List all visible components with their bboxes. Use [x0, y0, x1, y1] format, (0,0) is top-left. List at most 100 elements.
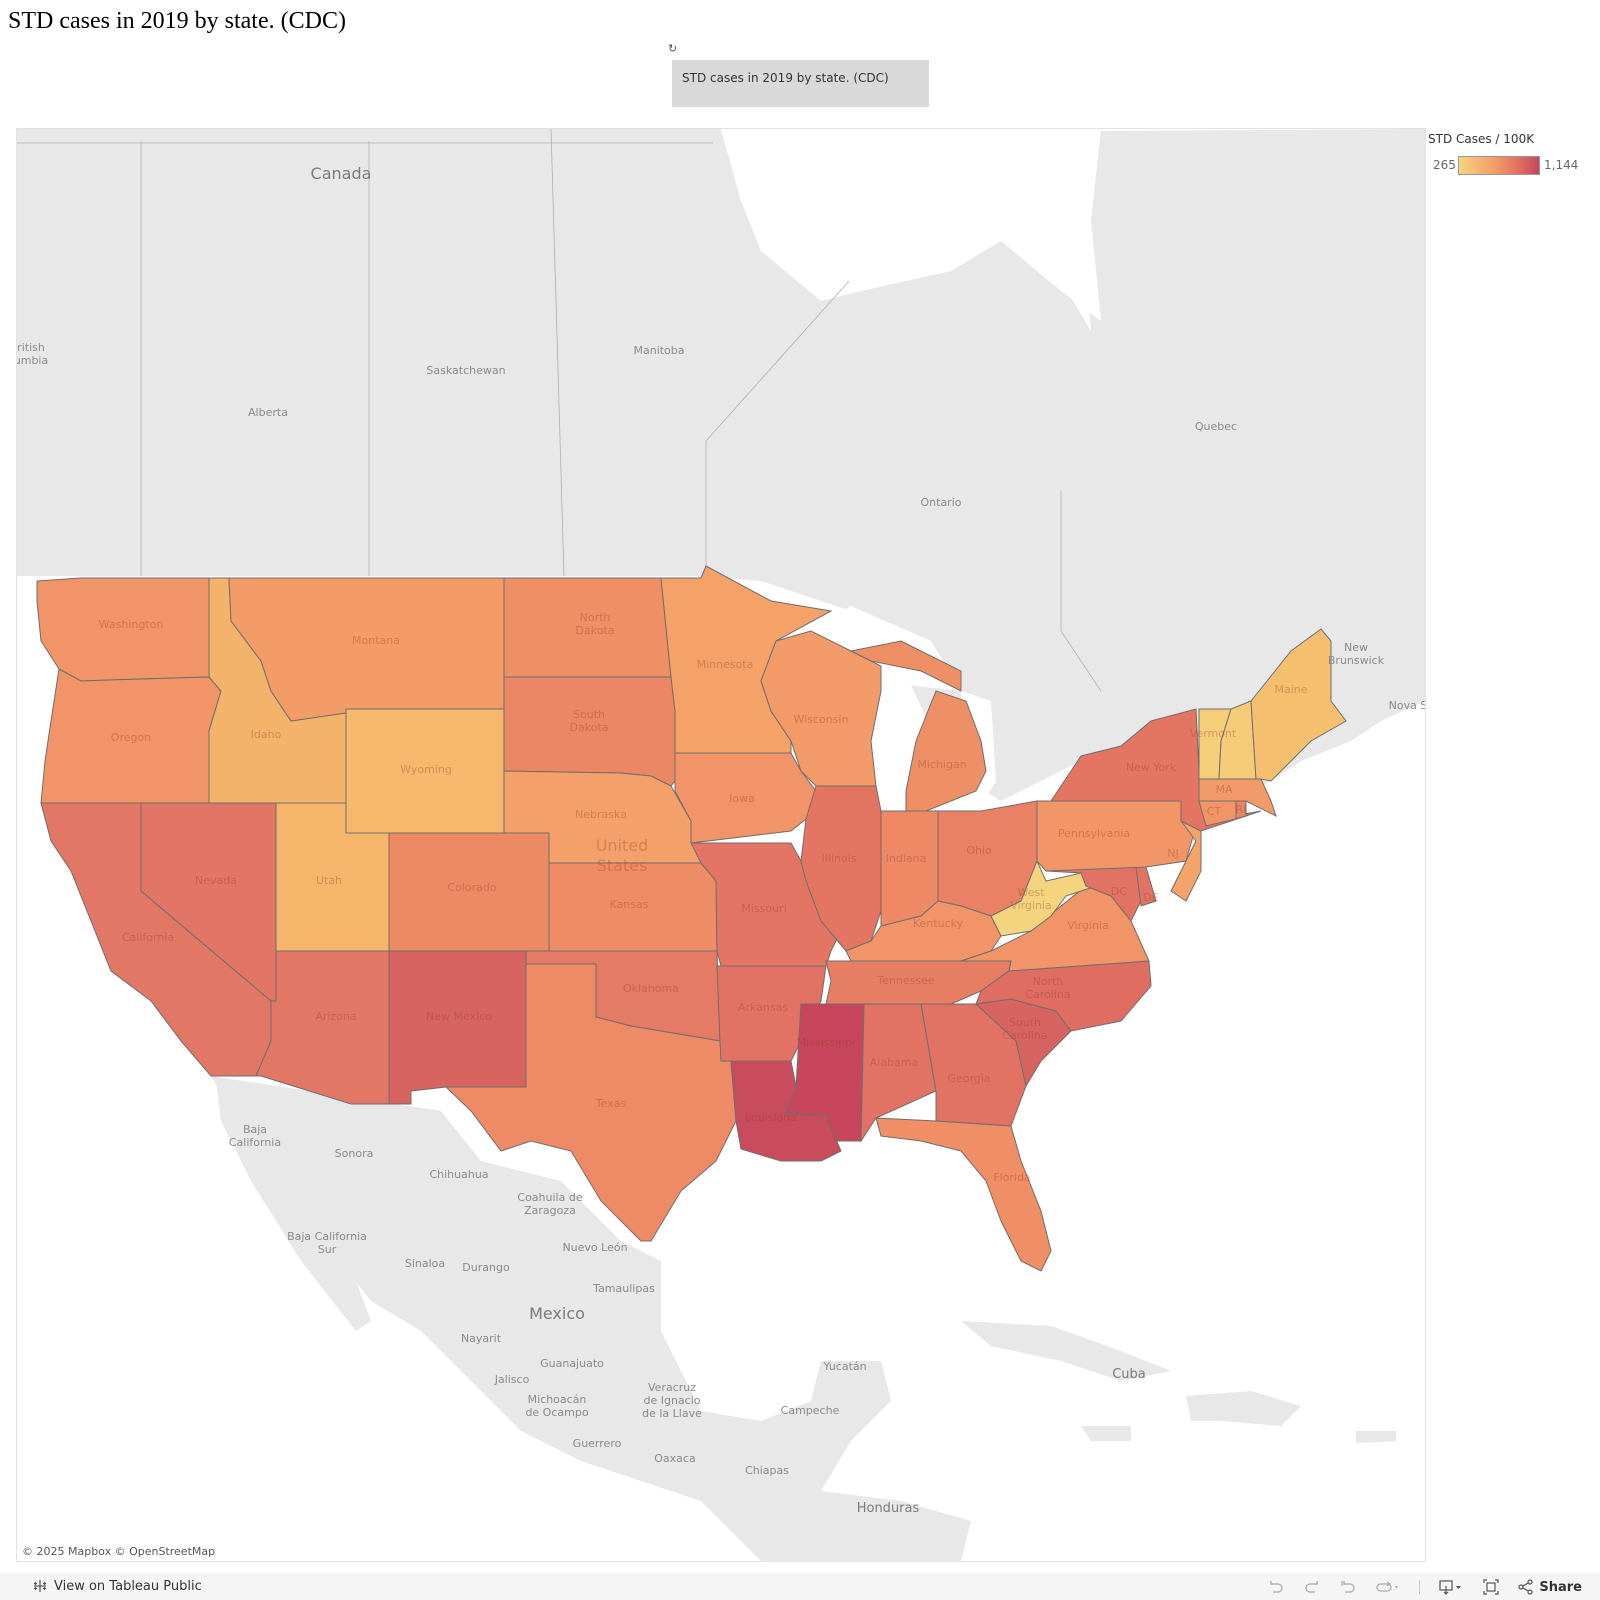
svg-text:West: West	[1017, 886, 1045, 899]
state-alabama[interactable]	[860, 1003, 937, 1143]
svg-text:Oaxaca: Oaxaca	[654, 1452, 695, 1465]
state-louisiana[interactable]	[730, 1060, 842, 1162]
svg-text:Yucatán: Yucatán	[822, 1360, 866, 1373]
state-michigan[interactable]	[849, 640, 987, 812]
tooltip-text: STD cases in 2019 by state. (CDC)	[682, 71, 889, 85]
title-tooltip: STD cases in 2019 by state. (CDC)	[672, 60, 929, 107]
svg-text:Nuevo León: Nuevo León	[562, 1241, 627, 1254]
svg-text:Campeche: Campeche	[781, 1404, 840, 1417]
state-iowa[interactable]	[674, 752, 817, 844]
svg-text:Michigan: Michigan	[917, 758, 966, 771]
state-new-mexico[interactable]	[388, 950, 527, 1105]
svg-text:New York: New York	[1126, 761, 1177, 774]
svg-text:Canada: Canada	[311, 164, 372, 183]
svg-text:Utah: Utah	[316, 874, 342, 887]
svg-text:Jalisco: Jalisco	[494, 1373, 530, 1386]
us-states[interactable]	[36, 565, 1347, 1272]
svg-text:de Ignacio: de Ignacio	[643, 1394, 700, 1407]
svg-text:DE: DE	[1143, 891, 1158, 904]
svg-text:CT: CT	[1207, 805, 1222, 818]
svg-text:Michoacán: Michoacán	[528, 1393, 587, 1406]
svg-text:Nebraska: Nebraska	[575, 808, 627, 821]
svg-text:South: South	[573, 708, 605, 721]
svg-text:Wyoming: Wyoming	[400, 763, 452, 776]
state-north-carolina[interactable]	[975, 960, 1152, 1032]
svg-text:Florida: Florida	[993, 1171, 1030, 1184]
svg-text:Honduras: Honduras	[857, 1501, 920, 1516]
undo-icon[interactable]	[1267, 1578, 1285, 1596]
svg-text:Kentucky: Kentucky	[913, 917, 964, 930]
svg-text:NJ: NJ	[1167, 847, 1178, 860]
svg-text:umbia: umbia	[17, 354, 48, 367]
legend-scale: 265 1,144	[1428, 156, 1600, 176]
svg-text:Idaho: Idaho	[251, 728, 282, 741]
svg-text:Texas: Texas	[595, 1097, 627, 1110]
svg-text:Alberta: Alberta	[248, 406, 288, 419]
state-kentucky[interactable]	[845, 900, 1002, 962]
svg-text:Cuba: Cuba	[1112, 1367, 1146, 1382]
state-maine[interactable]	[1250, 628, 1347, 782]
svg-text:Mexico: Mexico	[529, 1304, 585, 1323]
svg-text:Louisiana: Louisiana	[745, 1111, 797, 1124]
view-on-tableau-public-link[interactable]: View on Tableau Public	[32, 1578, 202, 1594]
svg-text:Colorado: Colorado	[447, 881, 496, 894]
svg-text:Oregon: Oregon	[111, 731, 151, 744]
revert-icon[interactable]	[1339, 1578, 1357, 1596]
svg-text:States: States	[597, 856, 648, 875]
state-florida[interactable]	[875, 1117, 1052, 1272]
svg-text:Ohio: Ohio	[966, 844, 992, 857]
state-arizona[interactable]	[255, 950, 390, 1105]
legend-gradient-bar	[1458, 156, 1540, 175]
redo-icon[interactable]	[1303, 1578, 1321, 1596]
share-icon	[1518, 1579, 1533, 1595]
svg-text:Nova S: Nova S	[1389, 699, 1425, 712]
svg-text:Kansas: Kansas	[610, 898, 649, 911]
svg-text:Sur: Sur	[318, 1243, 337, 1256]
page-title: STD cases in 2019 by state. (CDC)	[8, 8, 346, 34]
state-new-hampshire[interactable]	[1218, 700, 1257, 780]
svg-text:Virginia: Virginia	[1010, 899, 1051, 912]
svg-text:Dakota: Dakota	[576, 624, 615, 637]
map-attribution[interactable]: © 2025 Mapbox © OpenStreetMap	[20, 1544, 218, 1559]
share-label: Share	[1539, 1579, 1582, 1595]
svg-text:Arizona: Arizona	[315, 1010, 356, 1023]
share-button[interactable]: Share	[1518, 1579, 1582, 1595]
svg-text:Oklahoma: Oklahoma	[623, 982, 679, 995]
svg-text:Georgia: Georgia	[947, 1072, 990, 1085]
svg-text:Nayarit: Nayarit	[461, 1332, 502, 1345]
state-texas[interactable]	[444, 963, 737, 1242]
svg-text:Indiana: Indiana	[886, 852, 927, 865]
svg-text:United: United	[596, 836, 649, 855]
svg-text:Guerrero: Guerrero	[573, 1437, 622, 1450]
svg-text:Carolina: Carolina	[1002, 1029, 1047, 1042]
fullscreen-icon[interactable]	[1482, 1578, 1500, 1596]
legend-max-value: 1,144	[1544, 158, 1579, 172]
download-icon[interactable]	[1438, 1578, 1464, 1596]
svg-text:North: North	[580, 611, 611, 624]
svg-text:California: California	[122, 931, 174, 944]
svg-text:Dakota: Dakota	[570, 721, 609, 734]
svg-text:North: North	[1033, 975, 1064, 988]
svg-text:Minnesota: Minnesota	[697, 658, 754, 671]
svg-text:Mississippi: Mississippi	[797, 1036, 856, 1049]
svg-text:Guanajuato: Guanajuato	[540, 1357, 604, 1370]
svg-text:Chiapas: Chiapas	[745, 1464, 789, 1477]
refresh-pause-icon[interactable]	[1375, 1578, 1401, 1596]
svg-text:DC: DC	[1111, 885, 1127, 898]
svg-text:Pennsylvania: Pennsylvania	[1058, 827, 1130, 840]
color-legend: STD Cases / 100K 265 1,144	[1428, 132, 1600, 175]
svg-text:Montana: Montana	[352, 634, 400, 647]
svg-text:Sinaloa: Sinaloa	[405, 1257, 445, 1270]
svg-text:ritish: ritish	[17, 341, 45, 354]
svg-text:Tennessee: Tennessee	[876, 974, 935, 987]
svg-text:Tamaulipas: Tamaulipas	[592, 1282, 655, 1295]
svg-text:Baja California: Baja California	[287, 1230, 367, 1243]
map-canvas[interactable]: Washington Oregon California Nevada Idah…	[17, 129, 1425, 1561]
map-view[interactable]: Washington Oregon California Nevada Idah…	[16, 128, 1426, 1562]
svg-text:Veracruz: Veracruz	[648, 1381, 696, 1394]
svg-text:de Ocampo: de Ocampo	[525, 1406, 588, 1419]
svg-text:Alabama: Alabama	[870, 1056, 919, 1069]
state-new-jersey[interactable]	[1170, 820, 1202, 902]
svg-text:Brunswick: Brunswick	[1328, 654, 1385, 667]
svg-text:Durango: Durango	[462, 1261, 510, 1274]
